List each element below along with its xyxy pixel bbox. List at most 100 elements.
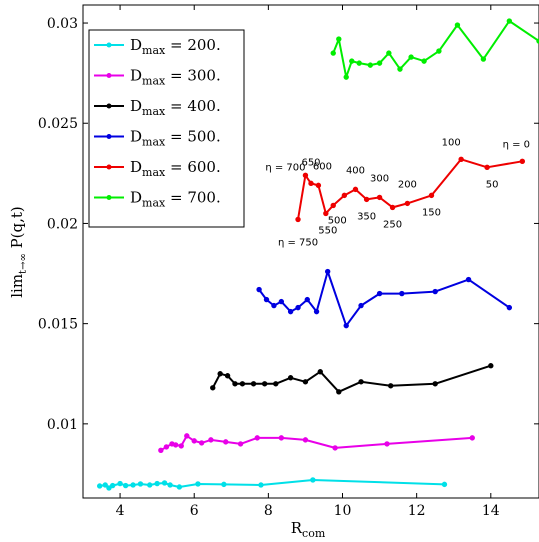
data-point <box>436 48 442 54</box>
x-tick-label: 6 <box>190 503 199 519</box>
data-point <box>336 36 342 42</box>
data-point <box>432 288 438 295</box>
point-label: 350 <box>357 211 376 222</box>
data-point <box>191 438 197 444</box>
point-label: 250 <box>383 219 402 230</box>
data-point <box>210 385 216 391</box>
legend-label-sub: max <box>142 44 166 57</box>
legend-label-main: D <box>130 158 142 176</box>
data-point <box>376 194 383 201</box>
legend-label-main: D <box>130 189 142 207</box>
data-point <box>287 375 294 381</box>
series-line <box>258 270 510 327</box>
legend-marker <box>106 195 112 200</box>
data-point <box>102 482 108 488</box>
data-point <box>343 322 349 329</box>
legend: Dmax = 200.Dmax = 300.Dmax = 400.Dmax = … <box>88 29 245 228</box>
data-point <box>336 389 342 395</box>
data-point <box>239 381 246 387</box>
data-point <box>195 481 201 487</box>
data-point <box>221 481 227 488</box>
series-4 <box>295 156 526 223</box>
data-point <box>324 268 331 275</box>
point-label: 550 <box>318 225 337 236</box>
y-axis-label-lim: lim <box>8 274 26 298</box>
y-tick-label: 0.015 <box>38 317 78 333</box>
legend-label: Dmax = 600. <box>130 158 221 179</box>
data-point <box>271 302 277 309</box>
data-point <box>506 18 513 24</box>
point-label: 500 <box>328 215 347 226</box>
data-point <box>178 443 184 449</box>
legend-label-value: = 200. <box>165 36 221 54</box>
data-point <box>432 381 438 387</box>
data-point <box>363 196 370 203</box>
y-tick-labels: 0.01 0.015 0.02 0.025 0.03 <box>38 16 78 433</box>
data-point <box>469 435 475 441</box>
series-2 <box>210 363 494 395</box>
data-point <box>488 363 494 369</box>
data-point <box>384 441 390 447</box>
data-point <box>484 164 490 171</box>
legend-marker <box>106 73 112 78</box>
data-point <box>408 54 414 60</box>
data-point <box>256 286 262 293</box>
data-point <box>302 379 309 385</box>
data-point <box>147 482 153 488</box>
legend-label-sub: max <box>142 105 166 118</box>
data-point <box>308 180 314 187</box>
data-point <box>237 441 244 447</box>
data-point <box>261 381 268 387</box>
data-point <box>404 200 411 207</box>
data-point <box>367 62 374 68</box>
point-label: 300 <box>370 173 389 184</box>
data-point <box>198 440 205 446</box>
legend-label-sub: max <box>142 75 166 88</box>
data-point <box>223 439 229 445</box>
point-label: 400 <box>346 165 365 176</box>
legend-marker <box>106 103 112 109</box>
data-point <box>441 481 448 488</box>
data-point <box>302 437 309 443</box>
data-point <box>310 477 316 483</box>
data-point <box>172 442 179 448</box>
point-label: η = 750 <box>278 237 318 248</box>
data-point <box>263 296 270 303</box>
data-point <box>356 60 362 66</box>
legend-label-main: D <box>130 67 142 85</box>
data-point <box>287 308 294 315</box>
data-point <box>330 50 336 56</box>
data-point <box>232 381 238 387</box>
x-axis-label-main: R <box>291 519 303 537</box>
point-label: 200 <box>398 179 417 190</box>
x-tick-label: 4 <box>116 503 125 519</box>
data-point <box>330 202 336 209</box>
legend-marker <box>106 164 112 170</box>
data-point <box>341 192 348 199</box>
data-point <box>421 58 427 64</box>
data-point <box>161 480 168 486</box>
data-point <box>217 371 223 377</box>
data-point <box>388 383 394 389</box>
point-label: 600 <box>313 161 332 172</box>
legend-box <box>88 29 245 228</box>
legend-label: Dmax = 300. <box>130 67 221 88</box>
data-point <box>302 172 309 179</box>
legend-label-sub: max <box>142 166 166 179</box>
legend-label-value: = 700. <box>165 189 221 207</box>
data-point <box>158 447 164 454</box>
series-3 <box>256 268 513 329</box>
data-point <box>428 192 435 199</box>
series-line <box>332 20 539 79</box>
data-point <box>254 435 260 441</box>
data-point <box>304 296 310 303</box>
data-point <box>343 74 349 80</box>
data-point <box>122 482 129 489</box>
x-tick-label: 14 <box>482 503 500 519</box>
series-line <box>211 364 492 393</box>
y-tick-label: 0.01 <box>47 417 78 433</box>
tick-marks <box>83 5 539 498</box>
series-layer <box>96 18 539 491</box>
data-point <box>465 276 472 283</box>
data-point <box>258 482 264 488</box>
